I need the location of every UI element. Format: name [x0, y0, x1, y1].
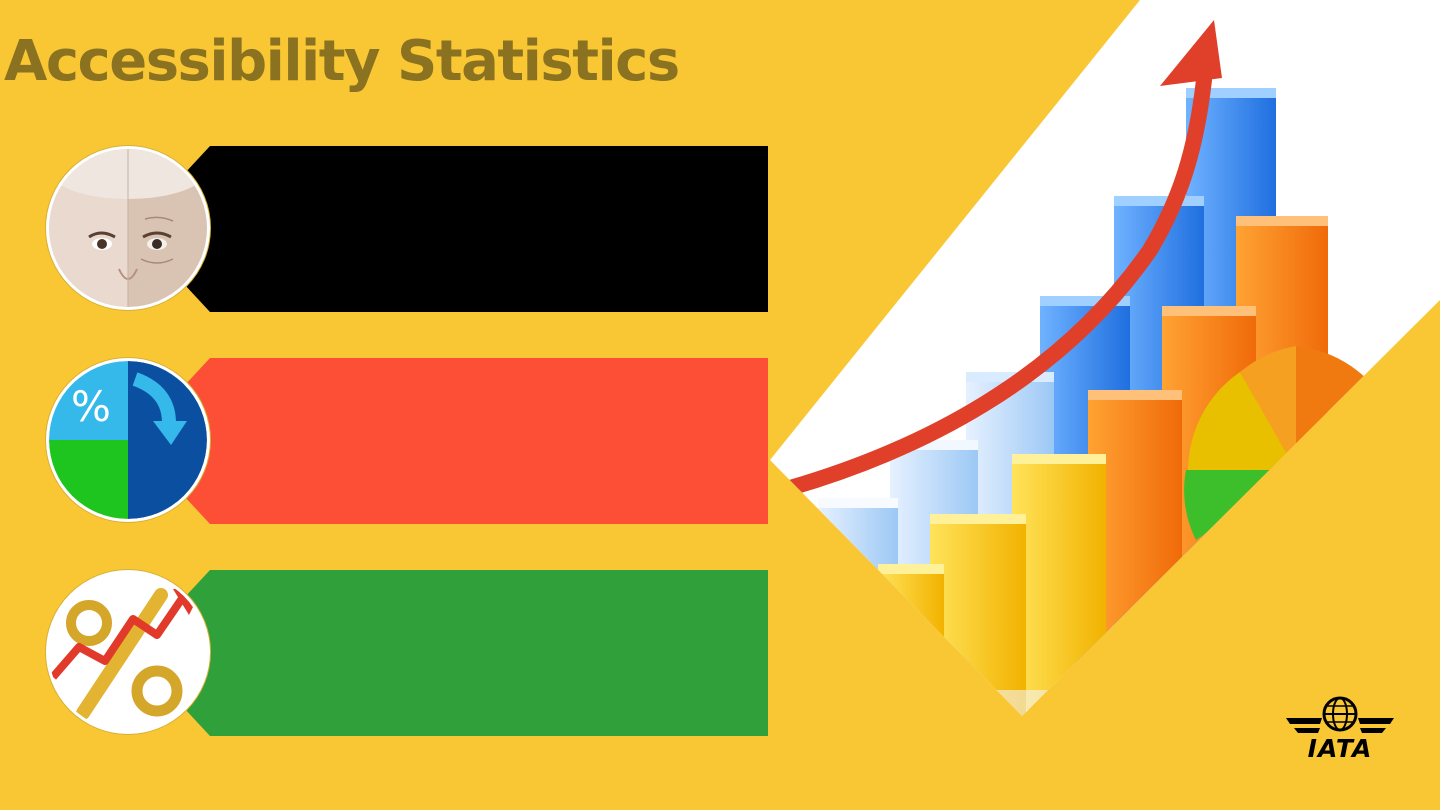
iata-logo: IATA: [1284, 696, 1396, 772]
content-bar-2: [184, 358, 768, 524]
content-bar-2-text: [240, 358, 740, 524]
content-bar-1-text: [240, 146, 740, 312]
svg-text:%: %: [71, 382, 111, 431]
logo-text: IATA: [1307, 734, 1373, 763]
slide-title: Accessibility Statistics: [4, 29, 680, 94]
aging-face-icon: [46, 146, 210, 310]
rising-bar-chart-arrow-icon: [782, 20, 1399, 716]
percent-pie-chart-icon: %: [46, 358, 210, 522]
content-bar-1: [184, 146, 768, 312]
percent-rising-arrow-icon: [46, 570, 210, 734]
globe-wings-icon: [1286, 696, 1394, 733]
content-bar-3: [184, 570, 768, 736]
content-bar-3-text: [240, 570, 740, 736]
